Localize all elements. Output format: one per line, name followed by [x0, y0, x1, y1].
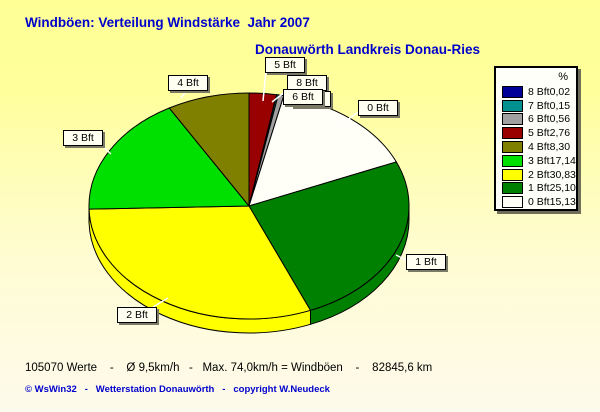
legend-swatch	[502, 85, 523, 98]
legend-value: 15,13	[549, 196, 576, 209]
legend-label: 1 Bft	[528, 182, 550, 195]
legend-label: 8 Bft	[528, 85, 550, 98]
legend-label: 0 Bft	[528, 196, 550, 209]
slice-label-4-Bft: 4 Bft	[168, 75, 208, 91]
leader-line	[100, 144, 112, 155]
chart-title: Windböen: Verteilung Windstärke Jahr 200…	[25, 15, 310, 30]
legend-row: 5 Bft 2,76	[496, 126, 576, 140]
stats-line: 105070 Werte - Ø 9,5km/h - Max. 74,0km/h…	[25, 362, 433, 374]
leader-line	[152, 297, 169, 308]
leader-line	[341, 111, 359, 125]
legend-swatch	[502, 99, 523, 112]
legend-swatch	[502, 127, 523, 140]
legend-swatch	[502, 154, 523, 167]
legend-value: 2,76	[549, 127, 571, 140]
pie-slice-4-Bft	[168, 92, 250, 208]
slice-label-0-Bft: 0 Bft	[358, 100, 398, 116]
leader-line	[395, 254, 407, 261]
legend-unit-header: %	[558, 71, 568, 83]
legend-value: 25,10	[549, 182, 576, 195]
legend-label: 4 Bft	[528, 141, 550, 154]
legend-row: 4 Bft 8,30	[496, 140, 576, 154]
legend-rows: 8 Bft 0,02 7 Bft 0,15 6 Bft 0,56 5 Bft 2,76 4 Bf…	[496, 85, 576, 209]
legend-row: 0 Bft 15,13	[496, 195, 576, 209]
legend-swatch	[502, 196, 523, 209]
legend-row: 3 Bft 17,14	[496, 154, 576, 168]
legend-value: 0,56	[549, 113, 571, 126]
slice-label-5-Bft: 5 Bft	[265, 57, 305, 73]
leader-line	[180, 89, 188, 99]
chart-subtitle: Donauwörth Landkreis Donau-Ries	[255, 42, 481, 57]
legend-swatch	[502, 141, 523, 154]
legend-row: 8 Bft 0,02	[496, 85, 576, 99]
legend-label: 5 Bft	[528, 127, 550, 140]
legend-row: 1 Bft 25,10	[496, 182, 576, 196]
legend-label: 6 Bft	[528, 113, 550, 126]
legend-swatch	[502, 182, 523, 195]
legend-swatch	[502, 168, 523, 181]
legend-label: 3 Bft	[528, 154, 550, 167]
legend-value: 30,83	[549, 168, 576, 181]
leader-line	[262, 70, 267, 102]
legend-value: 0,15	[549, 99, 571, 112]
legend-label: 2 Bft	[528, 168, 550, 181]
legend-label: 7 Bft	[528, 99, 550, 112]
slice-label-6-Bft: 6 Bft	[283, 89, 323, 105]
legend-swatch	[502, 113, 523, 126]
copyright-line: © WsWin32 - Wetterstation Donauwörth - c…	[25, 384, 330, 395]
legend-value: 8,30	[549, 141, 571, 154]
pie-slice-3-Bft	[88, 107, 251, 210]
chart-legend: % 8 Bft 0,02 7 Bft 0,15 6 Bft 0,56 5 Bft 2,76 4 …	[494, 66, 578, 211]
slice-label-3-Bft: 3 Bft	[63, 130, 103, 146]
legend-row: 6 Bft 0,56	[496, 113, 576, 127]
legend-value: 17,14	[549, 154, 576, 167]
slice-label-2-Bft: 2 Bft	[117, 307, 157, 323]
legend-value: 0,02	[549, 85, 571, 98]
slice-label-1-Bft: 1 Bft	[406, 254, 446, 270]
legend-row: 7 Bft 0,15	[496, 99, 576, 113]
legend-row: 2 Bft 30,83	[496, 168, 576, 182]
